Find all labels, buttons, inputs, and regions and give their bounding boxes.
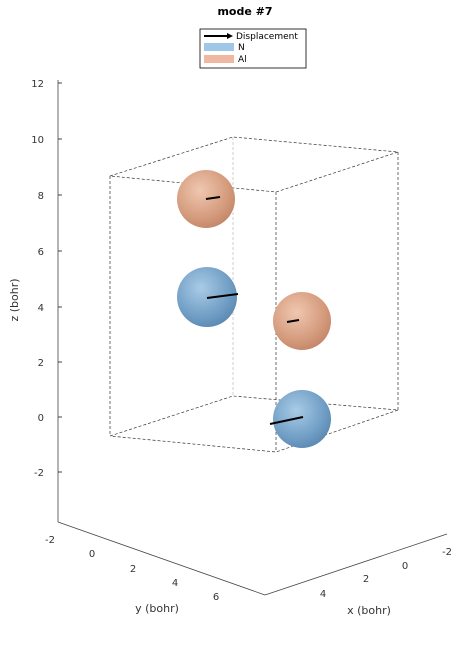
y-tick-label: 0 — [89, 549, 95, 560]
legend-n-swatch — [204, 43, 234, 51]
x-ticks: 4 2 0 -2 — [320, 547, 452, 600]
y-axis-label: y (bohr) — [135, 602, 179, 615]
legend-al-swatch — [204, 55, 234, 63]
z-tick-label: 10 — [31, 135, 44, 146]
y-tick-label: 4 — [172, 578, 178, 589]
z-tick-label: 6 — [38, 247, 44, 258]
legend-displacement-label: Displacement — [236, 32, 298, 42]
z-tick-label: 2 — [38, 358, 44, 369]
z-tick-label: 12 — [31, 79, 44, 90]
atom-al-2 — [273, 292, 331, 350]
x-axis-label: x (bohr) — [347, 604, 391, 617]
z-tick-label: 4 — [38, 303, 44, 314]
y-axis-line — [57, 521, 266, 596]
y-ticks: -2 0 2 4 6 — [45, 535, 219, 603]
z-tick-label: 0 — [38, 413, 44, 424]
legend: Displacement N Al — [199, 28, 307, 69]
displacement-arrow — [269, 416, 304, 425]
z-axis-label: z (bohr) — [8, 278, 21, 321]
atom-n-2 — [273, 390, 331, 448]
atoms — [177, 170, 331, 448]
legend-al-label: Al — [238, 55, 247, 65]
chart-title: mode #7 — [217, 5, 272, 18]
displacement-arrow — [206, 293, 239, 299]
displacement-arrow — [205, 196, 221, 200]
displacement-arrow — [286, 319, 300, 323]
y-tick-label: 6 — [213, 592, 219, 603]
x-tick-label: 0 — [402, 561, 408, 572]
legend-displacement-arrowhead — [227, 33, 233, 39]
x-tick-label: 4 — [320, 589, 326, 600]
z-tick-label: 8 — [38, 191, 44, 202]
x-tick-label: 2 — [363, 574, 369, 585]
y-tick-label: -2 — [45, 535, 55, 546]
y-tick-label: 2 — [130, 564, 136, 575]
legend-n-label: N — [238, 43, 245, 53]
axes — [57, 80, 448, 596]
x-axis-line — [264, 533, 448, 596]
unit-cell-box — [109, 136, 399, 453]
x-tick-label: -2 — [442, 547, 452, 558]
z-ticks: 12 10 8 6 4 2 0 -2 — [31, 79, 62, 479]
z-tick-label: -2 — [34, 468, 44, 479]
